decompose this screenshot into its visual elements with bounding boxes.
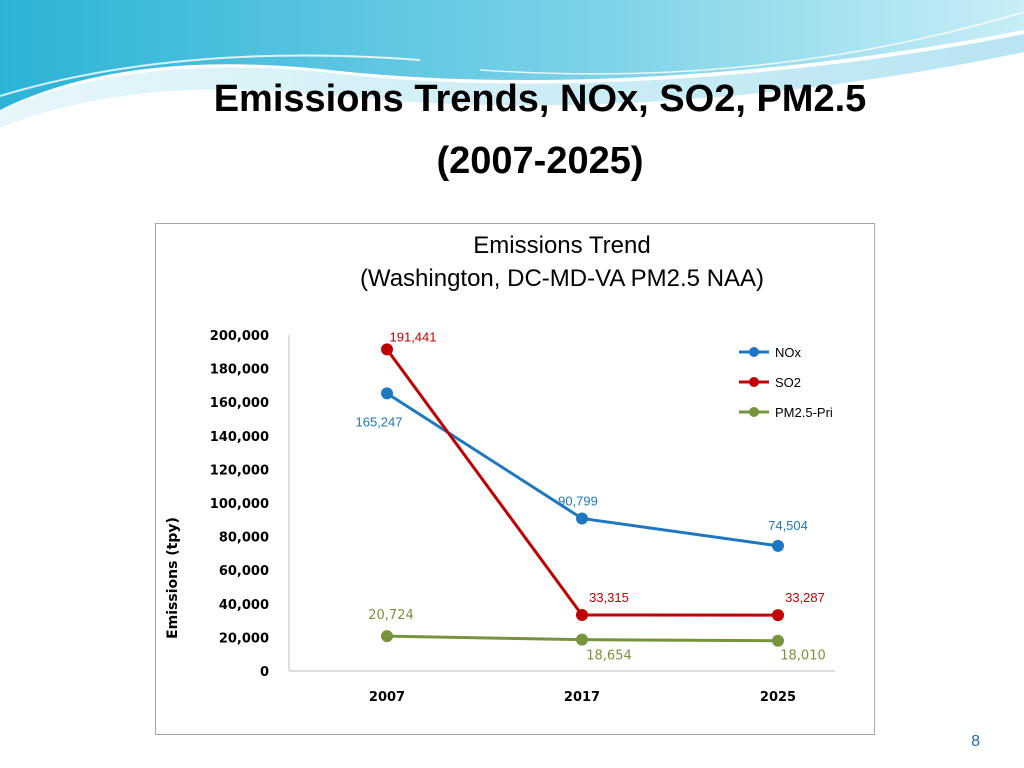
y-tick-label: 140,000 bbox=[210, 430, 269, 445]
y-tick-label: 0 bbox=[260, 665, 269, 680]
data-label: 33,315 bbox=[589, 590, 629, 605]
plot-area: 0 20,000 40,000 60,000 80,000 100,000 120,000 1… bbox=[210, 329, 835, 705]
page-number: 8 bbox=[971, 733, 980, 750]
data-point bbox=[772, 634, 784, 647]
legend: NOx SO2 PM2.5-Pri bbox=[739, 345, 833, 420]
x-tick-label: 2007 bbox=[369, 690, 405, 705]
y-tick-label: 200,000 bbox=[210, 329, 269, 344]
legend-entry: NOx bbox=[775, 345, 802, 360]
x-tick-label: 2025 bbox=[760, 690, 796, 705]
chart-title: Emissions Trend bbox=[473, 232, 650, 259]
legend-swatch-marker bbox=[749, 347, 759, 357]
data-label: 90,799 bbox=[558, 493, 598, 508]
emissions-trend-chart: Emissions Trend (Washington, DC-MD-VA PM… bbox=[165, 232, 835, 705]
y-tick-label: 120,000 bbox=[210, 463, 269, 478]
data-point bbox=[576, 609, 588, 622]
data-point bbox=[381, 387, 393, 400]
y-axis-label: Emissions (tpy) bbox=[165, 517, 181, 639]
y-tick-label: 60,000 bbox=[219, 564, 269, 579]
slide-title: Emissions Trends, NOx, SO2, PM2.5 bbox=[213, 78, 867, 120]
data-point bbox=[576, 633, 588, 646]
data-point bbox=[772, 609, 784, 622]
data-label: 18,010 bbox=[780, 649, 826, 664]
data-label: 33,287 bbox=[785, 590, 825, 605]
y-tick-label: 100,000 bbox=[210, 497, 269, 512]
series-line-so2 bbox=[385, 348, 779, 617]
data-point bbox=[381, 343, 393, 356]
chart-subtitle: (Washington, DC-MD-VA PM2.5 NAA) bbox=[360, 265, 764, 292]
legend-swatch-marker bbox=[749, 377, 759, 387]
y-tick-label: 20,000 bbox=[219, 631, 269, 646]
data-point bbox=[772, 539, 784, 552]
x-tick-label: 2017 bbox=[564, 690, 600, 705]
data-label: 165,247 bbox=[356, 414, 403, 429]
data-label: 191,441 bbox=[390, 329, 437, 344]
slide-title-years: (2007-2025) bbox=[436, 140, 644, 182]
chart-frame bbox=[155, 223, 875, 735]
y-tick-label: 180,000 bbox=[210, 363, 269, 378]
data-label: 74,504 bbox=[768, 518, 808, 533]
data-label: 18,654 bbox=[586, 649, 632, 664]
data-point bbox=[381, 630, 393, 643]
legend-entry: PM2.5-Pri bbox=[775, 405, 833, 420]
legend-entry: SO2 bbox=[775, 375, 801, 390]
y-tick-label: 80,000 bbox=[219, 531, 269, 546]
y-tick-label: 40,000 bbox=[219, 598, 269, 613]
legend-swatch-marker bbox=[749, 407, 759, 417]
y-tick-label: 160,000 bbox=[210, 396, 269, 411]
data-point bbox=[576, 512, 588, 525]
data-label: 20,724 bbox=[368, 608, 414, 623]
